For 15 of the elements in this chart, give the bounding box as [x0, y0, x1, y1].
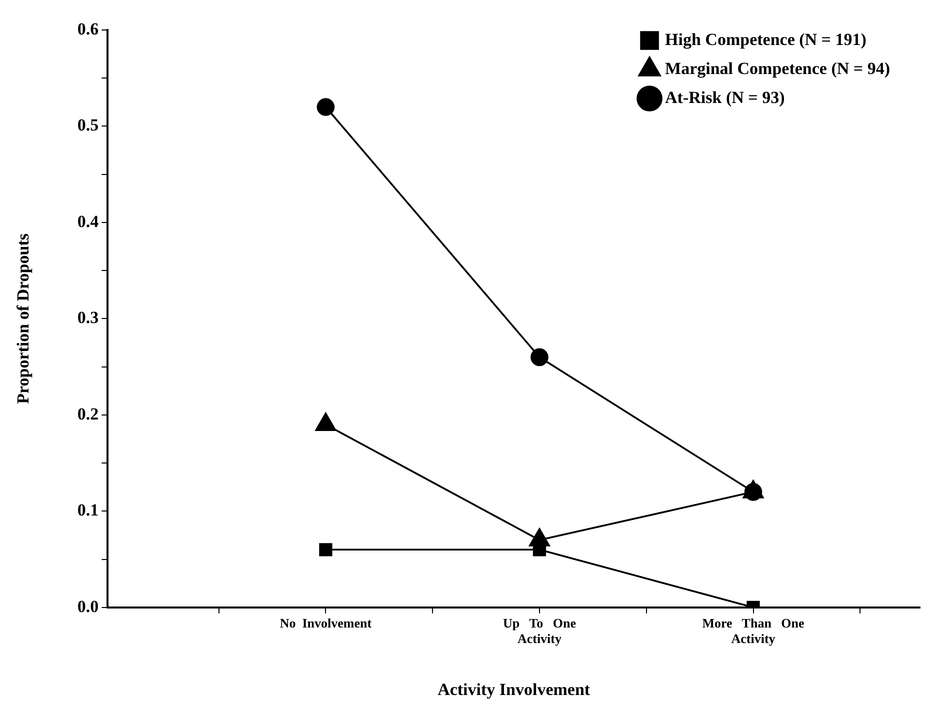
legend-label: At-Risk (N = 93)	[665, 88, 785, 107]
legend-label: High Competence (N = 191)	[665, 30, 866, 49]
y-axis-title: Proportion of Dropouts	[14, 233, 33, 404]
x-tick-label: Up To One Activity	[502, 616, 576, 646]
legend-label: Marginal Competence (N = 94)	[665, 58, 890, 78]
y-tick-label: 0.3	[77, 308, 99, 328]
x-tick-label: More Than One Activity	[702, 616, 805, 646]
x-axis-title: Activity Involvement	[438, 680, 590, 700]
y-tick-label: 0.5	[77, 116, 99, 135]
y-tick-label: 0.1	[77, 500, 99, 520]
y-tick-label: 0.4	[77, 212, 100, 231]
y-tick-label: 0.2	[77, 404, 99, 424]
x-tick-label: No Involvement	[280, 616, 372, 631]
y-tick-label: 0.6	[77, 19, 99, 38]
y-tick-label: 0.0	[77, 596, 99, 616]
